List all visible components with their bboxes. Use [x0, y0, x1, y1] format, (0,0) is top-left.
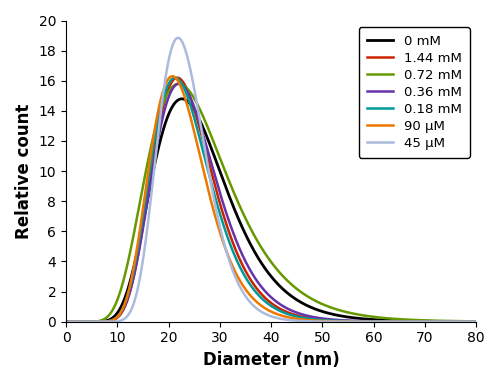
Line: 0.72 mM: 0.72 mM — [68, 84, 500, 322]
0.72 mM — [66, 319, 71, 324]
0 mM — [124, 290, 130, 295]
90 μM — [154, 114, 160, 119]
45 μM — [154, 141, 160, 146]
Line: 45 μM: 45 μM — [68, 38, 500, 322]
0.72 mM — [154, 120, 160, 124]
0.18 mM — [66, 319, 71, 324]
0 mM — [262, 265, 268, 270]
X-axis label: Diameter (nm): Diameter (nm) — [202, 351, 340, 369]
Line: 0.18 mM: 0.18 mM — [68, 78, 500, 322]
0.36 mM — [262, 288, 268, 293]
1.44 mM — [124, 300, 130, 304]
0.18 mM — [172, 75, 178, 80]
0.72 mM — [124, 265, 130, 270]
Y-axis label: Relative count: Relative count — [15, 103, 33, 239]
45 μM — [262, 311, 268, 316]
90 μM — [124, 295, 130, 300]
0.36 mM — [124, 299, 130, 303]
0.72 mM — [176, 81, 182, 86]
0.36 mM — [284, 306, 290, 310]
Line: 0 mM: 0 mM — [68, 99, 500, 322]
45 μM — [284, 318, 290, 322]
Line: 0.36 mM: 0.36 mM — [68, 84, 500, 322]
0.36 mM — [154, 142, 160, 147]
90 μM — [262, 306, 268, 310]
90 μM — [66, 319, 71, 324]
Line: 1.44 mM: 1.44 mM — [68, 78, 500, 322]
1.44 mM — [66, 319, 71, 324]
0.72 mM — [284, 278, 290, 282]
45 μM — [124, 314, 130, 319]
45 μM — [66, 319, 71, 324]
1.44 mM — [154, 134, 160, 139]
90 μM — [170, 74, 175, 79]
0 mM — [284, 290, 290, 295]
0.72 mM — [262, 250, 268, 255]
0.18 mM — [124, 296, 130, 301]
0 mM — [179, 96, 185, 101]
0 mM — [154, 152, 160, 156]
0.18 mM — [284, 311, 290, 316]
1.44 mM — [174, 75, 180, 80]
Legend: 0 mM, 1.44 mM, 0.72 mM, 0.36 mM, 0.18 mM, 90 μM, 45 μM: 0 mM, 1.44 mM, 0.72 mM, 0.36 mM, 0.18 mM… — [359, 27, 470, 158]
Line: 90 μM: 90 μM — [68, 76, 500, 322]
0.36 mM — [66, 319, 71, 324]
0.36 mM — [176, 81, 182, 86]
1.44 mM — [262, 295, 268, 300]
90 μM — [284, 314, 290, 319]
0 mM — [66, 319, 71, 324]
45 μM — [175, 35, 181, 40]
1.44 mM — [284, 310, 290, 314]
0.18 mM — [154, 124, 160, 129]
0.18 mM — [262, 298, 268, 303]
